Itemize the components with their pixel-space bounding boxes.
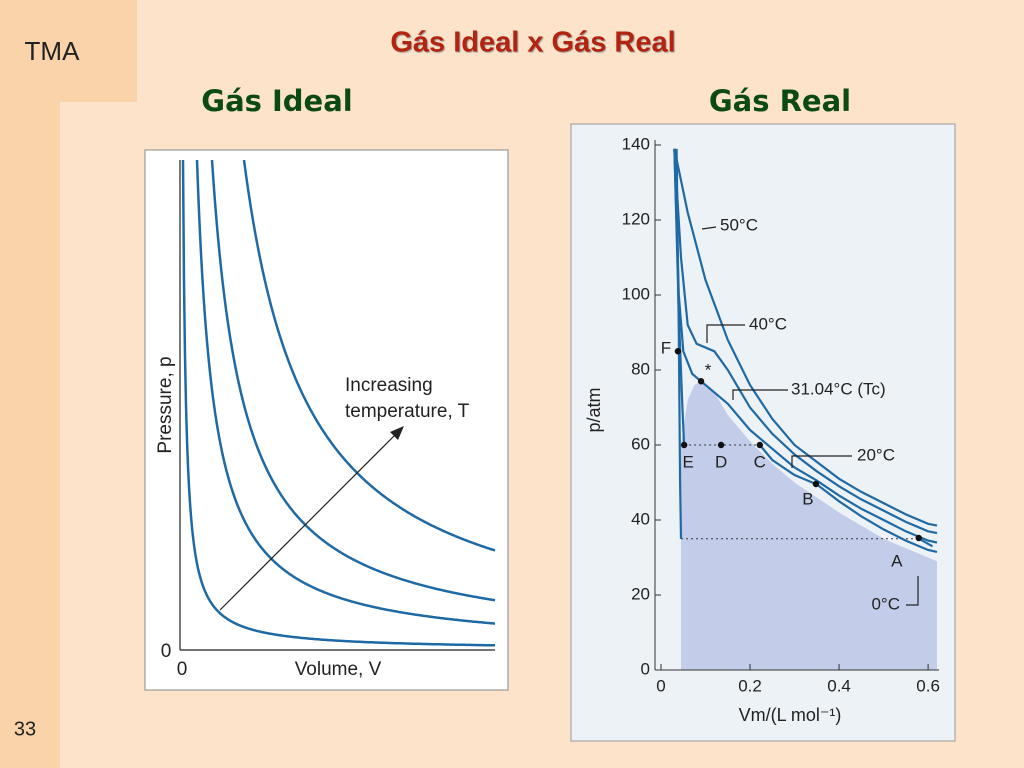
point-label: C <box>754 452 766 471</box>
state-point <box>756 441 764 449</box>
point-label: E <box>682 452 693 471</box>
state-point <box>674 348 682 355</box>
isotherm-line <box>673 148 938 544</box>
x-axis-label: Vm/(L mol⁻¹) <box>739 705 842 725</box>
point-label: * <box>705 361 712 380</box>
isotherm-line <box>673 148 938 527</box>
series-label: 31.04°C (Tc) <box>791 379 886 398</box>
slide-tag: TMA <box>25 36 81 66</box>
label-leader <box>906 576 919 606</box>
y-tick-label: 80 <box>631 359 650 378</box>
y-tick-label: 60 <box>631 434 650 453</box>
ideal-chart-frame <box>144 149 509 691</box>
isotherm-curve <box>242 159 496 552</box>
isotherm-curve <box>195 159 496 625</box>
x-tick-label: 0 <box>656 676 665 695</box>
x-tick-label: 0.4 <box>827 676 851 695</box>
series-label: 50°C <box>720 215 758 234</box>
label-leader <box>701 226 717 230</box>
x-tick-label: 0.2 <box>738 676 762 695</box>
side-strip <box>0 0 60 768</box>
state-point <box>717 441 725 449</box>
y-axis-label: p/atm <box>584 387 604 432</box>
point-label: D <box>715 452 727 471</box>
y-tick-label: 100 <box>622 284 650 303</box>
point-label: F <box>661 339 671 358</box>
label-leader <box>732 389 788 400</box>
state-point <box>812 480 820 488</box>
state-point <box>915 534 922 542</box>
isotherm-curve <box>181 159 495 647</box>
y-origin-label: 0 <box>161 641 172 662</box>
y-tick-label: 20 <box>631 584 650 603</box>
x-origin-label: 0 <box>177 659 188 680</box>
slide-title: Gás Ideal x Gás Real <box>390 27 675 59</box>
series-label: 40°C <box>749 314 787 333</box>
label-leader <box>706 324 745 343</box>
two-phase-region <box>681 381 937 670</box>
isotherm-line <box>675 148 934 548</box>
state-point <box>680 441 688 449</box>
state-point <box>697 378 705 385</box>
page-number: 33 <box>14 718 36 740</box>
y-tick-label: 0 <box>641 659 650 678</box>
x-tick-label: 0.6 <box>916 676 940 695</box>
annotation: Increasing <box>345 375 433 396</box>
corner-box <box>0 0 137 102</box>
point-label: B <box>802 489 813 508</box>
x-axis-label: Volume, V <box>295 659 382 680</box>
arrow-shaft <box>219 429 401 611</box>
left-heading: Gás Ideal <box>201 84 352 118</box>
series-label: 20°C <box>857 445 895 464</box>
right-heading: Gás Real <box>709 84 851 118</box>
isotherm-line <box>673 148 938 535</box>
label-leader <box>791 455 852 468</box>
annotation: temperature, T <box>345 401 470 422</box>
y-tick-label: 120 <box>622 209 650 228</box>
isotherm-curve <box>210 159 496 602</box>
y-tick-label: 140 <box>622 134 650 153</box>
point-label: A <box>891 551 903 570</box>
series-label: 0°C <box>871 594 900 613</box>
y-axis-label: Pressure, p <box>155 356 176 453</box>
y-tick-label: 40 <box>631 509 650 528</box>
arrow-head <box>390 426 404 440</box>
